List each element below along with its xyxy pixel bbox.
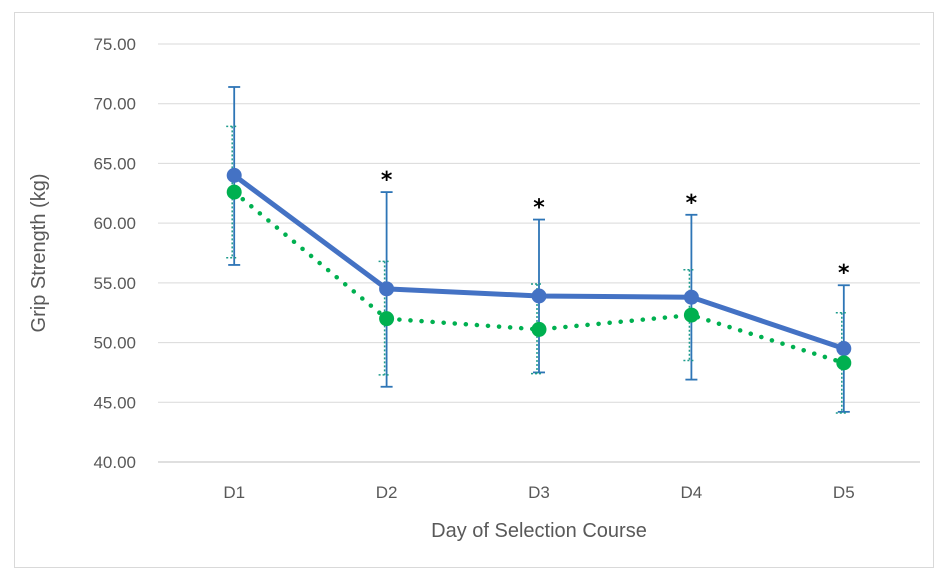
data-point: [683, 307, 699, 323]
series-line: [231, 189, 847, 366]
y-tick-label: 45.00: [93, 393, 136, 412]
data-point: [379, 311, 395, 327]
x-axis-title: Day of Selection Course: [431, 520, 647, 542]
y-tick-label: 65.00: [93, 154, 136, 173]
significance-star: *: [381, 168, 393, 193]
x-tick-label: D3: [528, 483, 550, 502]
y-tick-label: 60.00: [93, 214, 136, 233]
x-axis-tick-labels: D1 D2 D3 D4 D5: [223, 483, 854, 502]
data-point: [836, 341, 852, 357]
y-axis-title: Grip Strength (kg): [28, 174, 50, 333]
significance-star: *: [686, 191, 698, 216]
y-tick-label: 55.00: [93, 274, 136, 293]
y-tick-label: 50.00: [93, 334, 136, 353]
y-axis-tick-labels: 40.00 45.00 50.00 55.00 60.00 65.00 70.00 75.00: [93, 35, 136, 472]
data-points: [226, 167, 852, 371]
y-tick-label: 40.00: [93, 453, 136, 472]
x-tick-label: D5: [833, 483, 855, 502]
data-point: [531, 288, 547, 304]
y-tick-label: 75.00: [93, 35, 136, 54]
data-point: [683, 289, 699, 305]
data-point: [226, 167, 242, 183]
x-tick-label: D2: [376, 483, 398, 502]
y-tick-label: 70.00: [93, 95, 136, 114]
data-point: [531, 321, 547, 337]
x-tick-label: D1: [223, 483, 245, 502]
significance-star: *: [838, 261, 850, 286]
chart-area-border: [14, 12, 934, 568]
significance-star: *: [533, 196, 545, 221]
x-tick-label: D4: [681, 483, 703, 502]
data-point: [379, 281, 395, 297]
data-point: [226, 184, 242, 200]
significance-markers: * * * *: [381, 168, 850, 286]
data-point: [836, 355, 852, 371]
error-bars: [226, 86, 850, 414]
